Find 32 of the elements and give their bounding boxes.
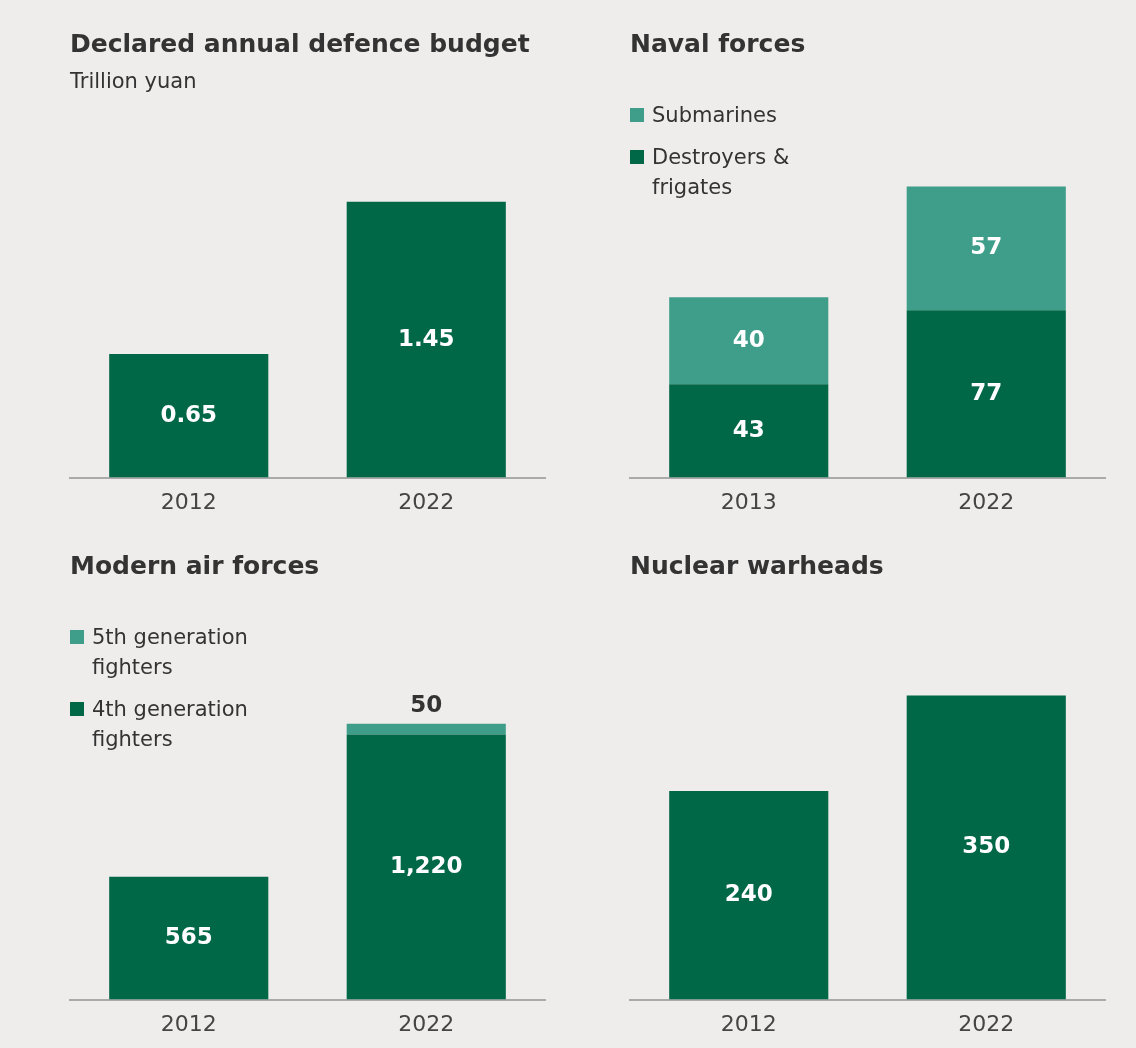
x-tick-label: 2022 (958, 488, 1015, 514)
data-label: 1,220 (389, 852, 463, 879)
legend-label: 5th generation fighters (92, 624, 249, 681)
bar (669, 384, 829, 478)
legend-label: Submarines (652, 102, 777, 129)
x-tick-label: 2022 (398, 1010, 455, 1036)
data-label: 77 (970, 378, 1003, 405)
chart-subtitle: Trillion yuan (69, 69, 197, 94)
chart-title: Nuclear warheads (630, 550, 884, 580)
bar (669, 297, 829, 385)
data-label: 240 (724, 880, 773, 907)
x-tick-label: 2012 (160, 1010, 217, 1036)
chart-title: Modern air forces (70, 550, 320, 580)
data-label: 43 (732, 415, 765, 442)
chart-title: Declared annual defence budget (70, 28, 530, 58)
legend-label: 4th generation fighters (92, 696, 249, 753)
x-tick-label: 2022 (398, 488, 455, 514)
x-tick-label: 2012 (160, 488, 217, 514)
x-tick-label: 2013 (720, 488, 777, 514)
data-label: 57 (970, 233, 1003, 260)
data-label: 565 (164, 923, 213, 950)
legend-label: Destroyers & frigates (652, 144, 791, 201)
data-label: 350 (962, 832, 1011, 859)
x-tick-label: 2022 (958, 1010, 1015, 1036)
data-label: 0.65 (160, 400, 218, 427)
data-label: 40 (732, 325, 765, 352)
bar (906, 186, 1066, 311)
chart-title: Naval forces (630, 28, 806, 58)
x-tick-label: 2012 (720, 1010, 777, 1036)
data-label: 1.45 (397, 324, 455, 351)
bar (906, 310, 1066, 478)
data-label: 50 (410, 691, 443, 718)
